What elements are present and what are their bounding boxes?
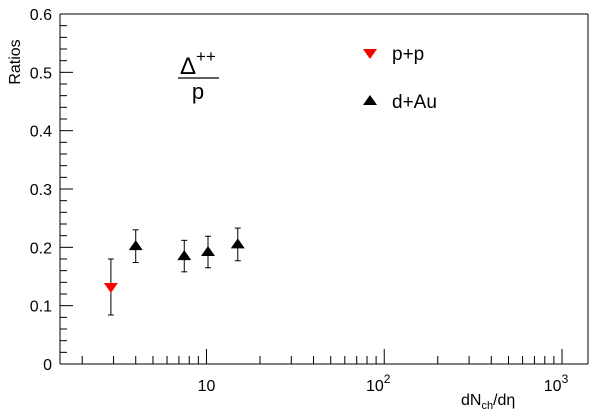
ratio-annotation: Δ++ p bbox=[178, 47, 219, 104]
annotation-denominator: p bbox=[192, 79, 204, 104]
y-tick-label: 0.1 bbox=[30, 299, 52, 316]
data-marks bbox=[103, 227, 245, 316]
annotation-numerator-superscript: ++ bbox=[196, 47, 216, 66]
annotation-numerator-base: Δ bbox=[180, 53, 196, 80]
data-point bbox=[103, 283, 118, 293]
data-point bbox=[200, 246, 215, 256]
x-tick-label: 102 bbox=[366, 372, 391, 395]
y-tick-label: 0 bbox=[43, 357, 52, 374]
y-tick-label: 0.5 bbox=[30, 65, 52, 82]
x-axis-title-suffix: /dη bbox=[493, 392, 515, 409]
x-axis-title-main: dN bbox=[461, 392, 481, 409]
y-tick-label: 0.3 bbox=[30, 182, 52, 199]
x-tick-label-base: 10 bbox=[366, 378, 384, 395]
x-axis-title-subscript: ch bbox=[481, 400, 493, 412]
x-tick-label-exponent: 2 bbox=[384, 372, 391, 386]
legend-label: p+p bbox=[392, 44, 424, 65]
y-axis-title: Ratios bbox=[7, 39, 24, 84]
data-point bbox=[177, 250, 192, 261]
x-tick-label: 103 bbox=[544, 372, 569, 395]
legend-label: d+Au bbox=[392, 92, 437, 113]
x-tick-label-base: 10 bbox=[544, 378, 562, 395]
y-tick-label: 0.6 bbox=[30, 7, 52, 24]
x-tick-label-base: 10 bbox=[198, 378, 216, 395]
data-point bbox=[128, 240, 143, 251]
data-point bbox=[230, 238, 245, 249]
x-tick-label: 10 bbox=[198, 378, 216, 395]
plot-frame bbox=[59, 13, 589, 365]
y-ticks: 0 0.1 0.2 0.3 0.4 0.5 0.6 bbox=[30, 7, 73, 374]
x-axis-title: dNch/dη bbox=[461, 392, 515, 412]
annotation-numerator: Δ++ bbox=[180, 47, 216, 80]
x-ticks: 10 102 103 bbox=[81, 349, 569, 395]
y-tick-label: 0.2 bbox=[30, 240, 52, 257]
legend: p+p d+Au bbox=[363, 44, 437, 113]
legend-marker bbox=[363, 49, 377, 59]
x-tick-label-exponent: 3 bbox=[562, 372, 569, 386]
legend-marker bbox=[363, 95, 377, 105]
y-tick-label: 0.4 bbox=[30, 124, 52, 141]
